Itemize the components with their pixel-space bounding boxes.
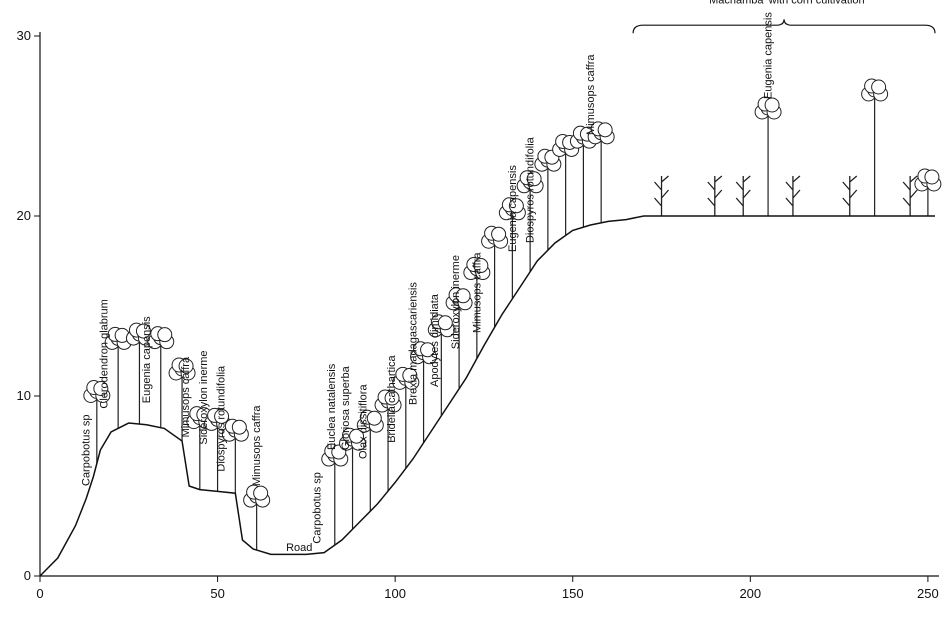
corn (708, 176, 722, 216)
x-tick-label: 200 (739, 586, 761, 601)
annotation: Brexia madagascariensis (407, 282, 419, 405)
corn (843, 176, 857, 216)
y-tick-label: 20 (17, 208, 31, 223)
annotation: Bridelia cathartica (386, 354, 398, 442)
annotation: Mimusops caffra (251, 405, 263, 486)
x-tick-label: 50 (210, 586, 224, 601)
annotation: Gloriosa superba (340, 365, 352, 450)
profile-diagram: 0 10 20 30 0 50 100 150 200 250 Carpobotus sp Clero… (0, 0, 943, 612)
y-tick-label: 0 (24, 568, 31, 583)
x-tick-label: 0 (36, 586, 43, 601)
annotation: Clerodendron glabrum (98, 299, 110, 408)
annotation: Euclea natalensis (326, 363, 338, 450)
y-tick-label: 30 (17, 28, 31, 43)
corn (786, 176, 800, 216)
tree-canopy (765, 98, 779, 112)
brace (633, 19, 935, 33)
annotation: Carpobotus sp (312, 472, 324, 544)
annotation: Diospyros rotundifolia (216, 365, 228, 472)
tree-canopy (925, 170, 939, 184)
x-tick-label: 250 (917, 586, 939, 601)
annotation: Sideroxylon inerme (450, 255, 462, 349)
corn (736, 176, 750, 216)
tree-canopy (232, 420, 246, 434)
annotation: Apodytes dimidiata (429, 293, 441, 387)
annotation: Olax dissitiflora (358, 384, 370, 459)
annotation: Mimusops caffra (471, 252, 483, 333)
tree-canopy (254, 486, 268, 500)
annotation: Mimusops caffra (180, 356, 192, 437)
annotation: Eugenia capensis (141, 316, 153, 403)
annotation: Sideroxylon inerme (198, 350, 210, 444)
tree-canopy (158, 328, 172, 342)
tree-canopy (492, 227, 506, 241)
annotation: 'Machamba' with corn cultivation (707, 0, 865, 7)
annotation: Eugenia capensis (507, 165, 519, 252)
tree-canopy (872, 80, 886, 94)
x-tick-label: 150 (562, 586, 584, 601)
annotation: Diospyros rotundifolia (525, 136, 537, 243)
corn (655, 176, 669, 216)
annotation: Carpobotus sp (81, 414, 93, 486)
y-tick-label: 10 (17, 388, 31, 403)
tree-canopy (598, 123, 612, 137)
annotation: Road (286, 542, 312, 554)
annotation: Mimusops caffra (585, 54, 597, 135)
x-tick-label: 100 (384, 586, 406, 601)
